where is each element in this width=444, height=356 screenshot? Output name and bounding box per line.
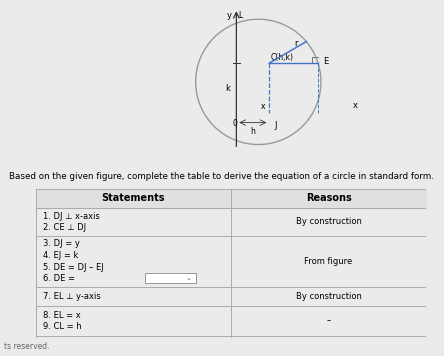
Text: 0: 0 bbox=[232, 120, 237, 129]
Text: Reasons: Reasons bbox=[305, 193, 352, 203]
Text: h: h bbox=[250, 127, 255, 136]
Text: L: L bbox=[238, 11, 242, 20]
Text: y: y bbox=[227, 11, 232, 20]
Text: ⌄: ⌄ bbox=[186, 275, 192, 281]
Text: By construction: By construction bbox=[296, 218, 361, 226]
Text: J: J bbox=[274, 121, 277, 130]
Text: Statements: Statements bbox=[101, 193, 165, 203]
Text: 7. EL ⊥ y-axis: 7. EL ⊥ y-axis bbox=[44, 292, 101, 301]
Text: 1. DJ ⊥ x-axis
2. CE ⊥ DJ: 1. DJ ⊥ x-axis 2. CE ⊥ DJ bbox=[44, 211, 100, 232]
Text: By construction: By construction bbox=[296, 292, 361, 301]
Text: k: k bbox=[225, 84, 230, 93]
Text: –: – bbox=[326, 316, 331, 325]
Text: C(h,k): C(h,k) bbox=[271, 53, 294, 62]
Text: 8. EL = x
9. CL = h: 8. EL = x 9. CL = h bbox=[44, 310, 82, 331]
Text: From figure: From figure bbox=[305, 257, 353, 266]
Text: x: x bbox=[261, 101, 266, 110]
Text: Based on the given figure, complete the table to derive the equation of a circle: Based on the given figure, complete the … bbox=[9, 172, 434, 181]
Text: E: E bbox=[323, 57, 328, 66]
Bar bbox=[145, 273, 196, 283]
Text: x: x bbox=[352, 101, 357, 110]
Text: 3. DJ = y
4. EJ = k
5. DE = DJ – EJ
6. DE =: 3. DJ = y 4. EJ = k 5. DE = DJ – EJ 6. D… bbox=[44, 239, 104, 283]
Text: ts reserved.: ts reserved. bbox=[4, 342, 50, 351]
Text: r: r bbox=[294, 39, 297, 48]
